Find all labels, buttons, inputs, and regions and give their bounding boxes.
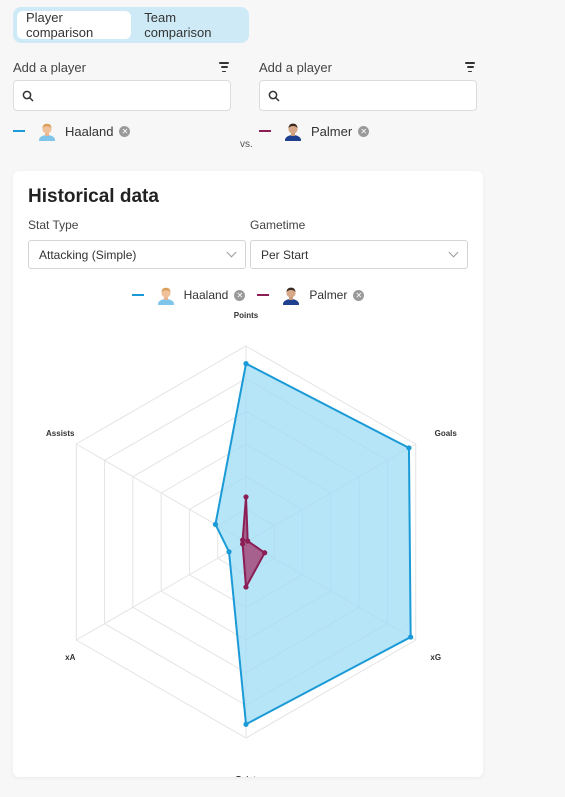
selected-player-chip: Palmer ✕: [259, 121, 477, 141]
axis-label-assists: Assists: [46, 429, 75, 438]
remove-icon[interactable]: ✕: [358, 125, 370, 137]
legend-item-palmer: Palmer ✕: [257, 285, 365, 305]
remove-icon[interactable]: ✕: [234, 289, 246, 301]
series-line-marker: [13, 130, 25, 132]
tab-player-comparison[interactable]: Player comparison: [17, 10, 132, 40]
right-player-selector: Add a player Palmer ✕: [259, 58, 477, 141]
search-box: [13, 80, 231, 111]
filter-icon[interactable]: [217, 61, 231, 73]
data-point-palmer-goals: [245, 538, 251, 544]
player-search-input[interactable]: [40, 88, 220, 103]
search-box: [259, 80, 477, 111]
tab-team-comparison[interactable]: Team comparison: [144, 10, 212, 40]
data-point-haaland-xa: [226, 549, 232, 555]
historical-data-card: Historical data Stat Type Gametime Attac…: [13, 171, 483, 777]
stat-type-select[interactable]: Attacking (Simple): [28, 240, 246, 269]
add-player-label: Add a player: [13, 59, 86, 75]
axis-label-xpoints: xPoints: [232, 775, 261, 777]
legend-label: Haaland: [183, 288, 229, 302]
card-title: Historical data: [28, 186, 159, 207]
gametime-label: Gametime: [250, 218, 306, 232]
data-point-haaland-xpoints: [243, 721, 249, 727]
axis-label-xa: xA: [65, 653, 75, 662]
player-search-input[interactable]: [286, 88, 466, 103]
player-avatar-icon: [39, 123, 55, 141]
player-avatar-icon: [285, 123, 301, 141]
axis-label-xg: xG: [430, 653, 441, 662]
data-point-palmer-xa: [240, 541, 246, 547]
player-avatar-icon: [157, 287, 174, 305]
left-player-selector: Add a player Haaland ✕: [13, 58, 231, 141]
player-name: Palmer: [311, 123, 353, 139]
legend-label: Palmer: [309, 288, 348, 302]
filter-icon[interactable]: [463, 61, 477, 73]
grid-spoke: [76, 541, 247, 641]
data-point-haaland-assists: [212, 521, 219, 527]
data-point-palmer-assists: [240, 537, 246, 543]
data-point-haaland-goals: [406, 445, 412, 451]
player-avatar-icon: [283, 287, 300, 305]
series-line-marker: [131, 294, 144, 296]
comparison-tabs: Player comparison Team comparison: [13, 7, 249, 43]
vs-label: vs.: [240, 139, 253, 150]
chart-legend: Haaland ✕ Palmer ✕: [13, 285, 483, 305]
search-icon: [268, 90, 280, 102]
axis-label-points: Points: [234, 311, 259, 320]
remove-icon[interactable]: ✕: [353, 289, 365, 301]
axis-label-goals: Goals: [435, 429, 458, 438]
stat-type-label: Stat Type: [28, 218, 79, 232]
series-line-marker: [257, 294, 270, 296]
data-point-palmer-points: [243, 494, 249, 500]
legend-item-haaland: Haaland ✕: [131, 285, 246, 305]
search-icon: [22, 90, 34, 102]
radar-chart: Points Goals xG xPoints xA Assists: [46, 311, 458, 777]
remove-icon[interactable]: ✕: [119, 125, 131, 137]
gametime-value: Per Start: [261, 247, 309, 262]
data-point-haaland-points: [243, 361, 249, 367]
add-player-label: Add a player: [259, 59, 332, 75]
selected-player-chip: Haaland ✕: [13, 121, 231, 141]
data-point-palmer-xpoints: [243, 584, 249, 590]
stat-type-value: Attacking (Simple): [39, 247, 137, 262]
data-point-haaland-xg: [408, 634, 414, 640]
series-line-marker: [259, 130, 271, 132]
player-name: Haaland: [65, 123, 114, 139]
data-point-palmer-xg: [262, 550, 268, 556]
gametime-select[interactable]: Per Start: [250, 240, 468, 269]
